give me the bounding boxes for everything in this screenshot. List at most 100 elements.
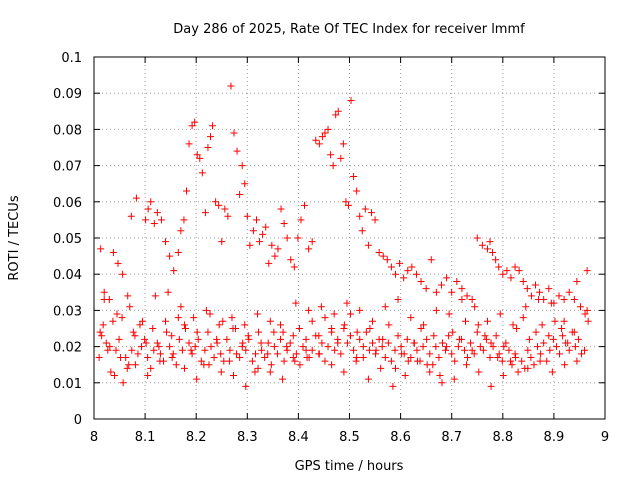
data-point (157, 216, 165, 224)
data-point (365, 346, 373, 354)
data-point (119, 270, 127, 278)
data-point (536, 288, 544, 296)
data-point (489, 248, 497, 256)
data-point (230, 372, 238, 380)
data-point (142, 339, 150, 347)
data-point (391, 346, 399, 354)
data-point (486, 238, 494, 246)
y-tick-label: 0.04 (53, 268, 82, 283)
data-point (470, 350, 478, 358)
data-point (492, 332, 500, 340)
data-point (347, 310, 355, 318)
data-point (515, 267, 523, 275)
data-point (156, 357, 164, 365)
data-point (555, 292, 563, 300)
data-point (174, 314, 182, 322)
data-point (532, 328, 540, 336)
data-point (97, 245, 105, 253)
data-point (508, 361, 516, 369)
data-point (503, 267, 511, 275)
data-point (185, 140, 193, 148)
data-point (356, 212, 364, 220)
data-point (379, 335, 387, 343)
data-point (292, 350, 300, 358)
data-point (150, 220, 158, 228)
data-point (384, 339, 392, 347)
data-point (426, 368, 434, 376)
data-point (420, 321, 428, 329)
data-point (327, 151, 335, 159)
data-point (168, 332, 176, 340)
data-point (175, 335, 183, 343)
data-point (127, 212, 135, 220)
data-point (543, 357, 551, 365)
x-tick-labels: 8 8.1 8.2 8.3 8.4 8.5 8.6 8.7 8.8 8.9 9 (90, 430, 609, 445)
data-point (172, 361, 180, 369)
data-point (147, 364, 155, 372)
data-point (267, 361, 275, 369)
data-point (385, 321, 393, 329)
data-point (507, 274, 515, 282)
data-point (372, 350, 380, 358)
data-point (112, 346, 120, 354)
data-point (437, 281, 445, 289)
data-point (366, 325, 374, 332)
data-point (207, 133, 215, 141)
data-point (328, 361, 336, 369)
data-point (324, 125, 332, 133)
data-point (217, 368, 225, 376)
data-point (118, 314, 126, 322)
data-point (131, 332, 139, 340)
data-point (495, 350, 503, 358)
data-point (448, 350, 456, 358)
y-tick-label: 0.05 (53, 232, 82, 247)
data-point (283, 346, 291, 354)
data-point (191, 118, 199, 126)
data-point (242, 382, 250, 390)
data-point (136, 321, 144, 329)
data-point (546, 346, 554, 354)
data-point (151, 292, 159, 300)
data-point (105, 296, 113, 304)
data-point (147, 198, 155, 206)
data-point (492, 256, 500, 264)
data-point (254, 364, 262, 372)
data-point (364, 241, 372, 249)
data-point (324, 343, 332, 351)
data-point (228, 314, 236, 322)
x-tick-label: 8.6 (390, 430, 411, 445)
data-point (559, 332, 567, 340)
data-point (475, 368, 483, 376)
data-point (454, 343, 462, 351)
data-point (394, 332, 402, 340)
data-point (259, 230, 267, 238)
data-point (213, 339, 221, 347)
x-tick-label: 8.3 (237, 430, 258, 445)
data-point (423, 335, 431, 343)
data-point (110, 372, 118, 380)
data-point (280, 357, 288, 365)
data-point (545, 285, 553, 293)
data-point (193, 375, 201, 383)
data-point (548, 368, 556, 376)
data-point (581, 346, 589, 354)
data-point (461, 317, 469, 325)
data-point (198, 169, 206, 177)
x-tick-label: 9 (601, 430, 609, 445)
data-point (473, 328, 481, 336)
data-point (412, 270, 420, 278)
data-point (536, 357, 544, 365)
data-point (162, 317, 170, 325)
data-point (115, 335, 123, 343)
data-point (545, 332, 553, 340)
data-point (505, 346, 513, 354)
data-point (163, 328, 171, 336)
data-point (368, 339, 376, 347)
chart-title: Day 286 of 2025, Rate Of TEC Index for r… (173, 22, 525, 37)
data-point (273, 350, 281, 358)
data-point (574, 335, 582, 343)
data-point (570, 296, 578, 304)
data-point (549, 335, 557, 343)
data-point (583, 306, 591, 314)
data-point (181, 325, 189, 332)
